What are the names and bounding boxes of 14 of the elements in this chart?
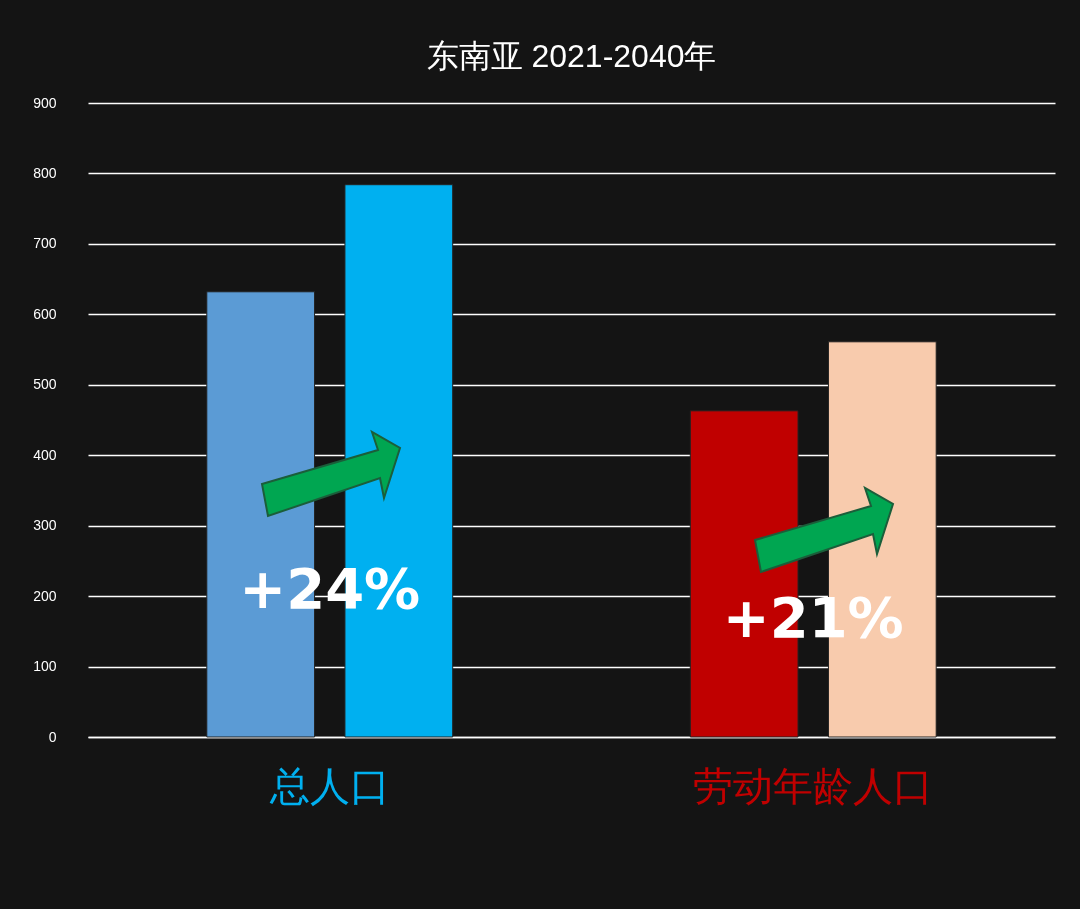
y-tick-label: 400 xyxy=(33,446,57,463)
annotation: +21% xyxy=(722,584,904,650)
y-tick-label: 200 xyxy=(33,587,57,604)
x-tick-label: 劳动年龄人口 xyxy=(693,763,934,808)
y-tick-label: 600 xyxy=(33,305,57,322)
y-tick-label: 900 xyxy=(33,94,57,111)
y-tick-label: 300 xyxy=(33,517,57,534)
y-tick-label: 700 xyxy=(33,235,57,252)
y-tick-label: 800 xyxy=(33,164,57,181)
y-tick-label: 0 xyxy=(48,728,57,745)
y-tick-label: 100 xyxy=(33,658,57,675)
x-tick-label: 总人口 xyxy=(268,763,390,808)
chart-title: 东南亚 2021-2040年 xyxy=(426,38,717,74)
y-tick-label: 500 xyxy=(33,376,57,393)
